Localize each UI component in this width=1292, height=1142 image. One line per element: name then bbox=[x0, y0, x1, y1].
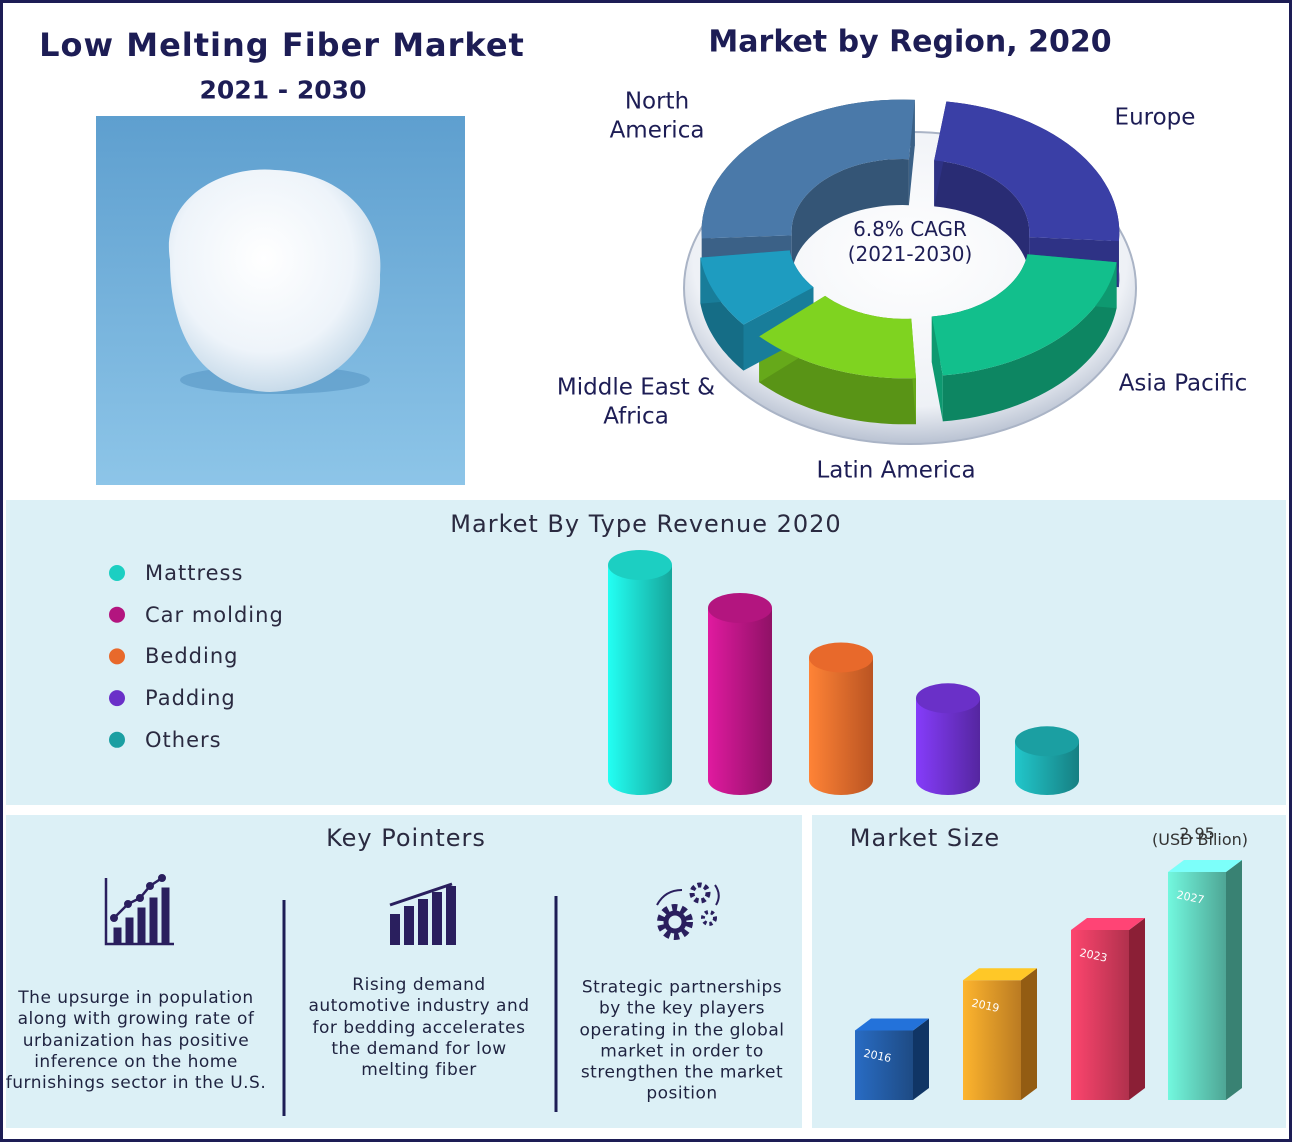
icon-bars bbox=[389, 882, 456, 945]
pointers-panel bbox=[6, 815, 802, 1128]
cylinder bbox=[916, 698, 980, 795]
box-front bbox=[1071, 929, 1129, 1100]
box-front bbox=[855, 1030, 913, 1100]
cylinder bbox=[809, 657, 873, 795]
chart-title: Market Size bbox=[849, 824, 1001, 852]
donut-cap bbox=[908, 99, 915, 206]
box-front bbox=[963, 980, 1021, 1100]
unit-label: (USD Bilion) bbox=[1152, 830, 1248, 849]
year-label: 2027 bbox=[1175, 888, 1205, 907]
cylinder bbox=[1015, 741, 1079, 795]
value-label: 2.95 bbox=[1179, 824, 1215, 843]
section-title: Key Pointers bbox=[326, 824, 486, 852]
donut-wall bbox=[942, 262, 1117, 422]
donut-wall bbox=[759, 336, 916, 425]
chart-title: Market by Region, 2020 bbox=[708, 24, 1112, 60]
year-label: 2023 bbox=[1078, 946, 1108, 965]
donut-wall bbox=[791, 159, 909, 282]
cylinder-top bbox=[809, 642, 873, 673]
legend-label: Others bbox=[145, 727, 222, 752]
legend-label: Bedding bbox=[145, 644, 239, 669]
donut-wall bbox=[700, 257, 744, 371]
donut-cap bbox=[931, 316, 943, 422]
legend-label: Car molding bbox=[145, 602, 284, 627]
legend-marker bbox=[109, 731, 125, 748]
pointer-text: Rising demand automotive industry and fo… bbox=[308, 974, 530, 1080]
fiber-ball bbox=[168, 169, 381, 392]
cylinder bbox=[608, 565, 672, 795]
pointer-text: Strategic partnerships by the key player… bbox=[579, 977, 785, 1104]
donut-segment bbox=[934, 101, 1120, 242]
box-side bbox=[1021, 968, 1037, 1100]
region-label: North America bbox=[609, 88, 705, 143]
donut-segment bbox=[931, 254, 1117, 376]
pointer-text: The upsurge in population along with gro… bbox=[5, 987, 267, 1093]
cylinder bbox=[708, 608, 772, 795]
legend-marker bbox=[109, 648, 125, 665]
year-label: 2019 bbox=[970, 996, 1000, 1015]
page-subtitle: 2021 - 2030 bbox=[199, 75, 367, 105]
donut-segment bbox=[701, 99, 915, 239]
cylinder-top bbox=[916, 683, 980, 714]
legend-label: Padding bbox=[145, 686, 236, 711]
legend-marker bbox=[109, 565, 125, 581]
box-side bbox=[1226, 860, 1242, 1100]
box-side bbox=[1129, 917, 1145, 1100]
box-top bbox=[1071, 917, 1145, 930]
year-label: 2016 bbox=[862, 1047, 892, 1066]
icon-growth bbox=[104, 874, 174, 946]
cylinder-top bbox=[708, 593, 772, 623]
cylinder-top bbox=[1015, 726, 1079, 757]
box-side bbox=[913, 1018, 929, 1100]
annotation: 6.8% CAGR (2021-2030) bbox=[847, 217, 973, 266]
box-top bbox=[1168, 860, 1242, 872]
region-label: Latin America bbox=[816, 457, 976, 484]
icon-gears bbox=[656, 882, 720, 940]
page-title: Low Melting Fiber Market bbox=[39, 26, 525, 64]
cylinder-top bbox=[608, 550, 672, 580]
region-label: Europe bbox=[1114, 104, 1196, 131]
legend-label: Mattress bbox=[145, 561, 244, 585]
legend-marker bbox=[109, 690, 125, 707]
legend-marker bbox=[109, 606, 125, 623]
donut-segment bbox=[700, 250, 814, 325]
donut-wall bbox=[934, 160, 1030, 284]
region-label: Middle East & Africa bbox=[556, 374, 716, 429]
region-label: Asia Pacific bbox=[1118, 370, 1248, 397]
donut-segment bbox=[759, 295, 916, 379]
box-front bbox=[1168, 872, 1226, 1100]
chart-title: Market By Type Revenue 2020 bbox=[450, 510, 842, 538]
box-top bbox=[855, 1018, 929, 1031]
box-top bbox=[963, 968, 1037, 981]
